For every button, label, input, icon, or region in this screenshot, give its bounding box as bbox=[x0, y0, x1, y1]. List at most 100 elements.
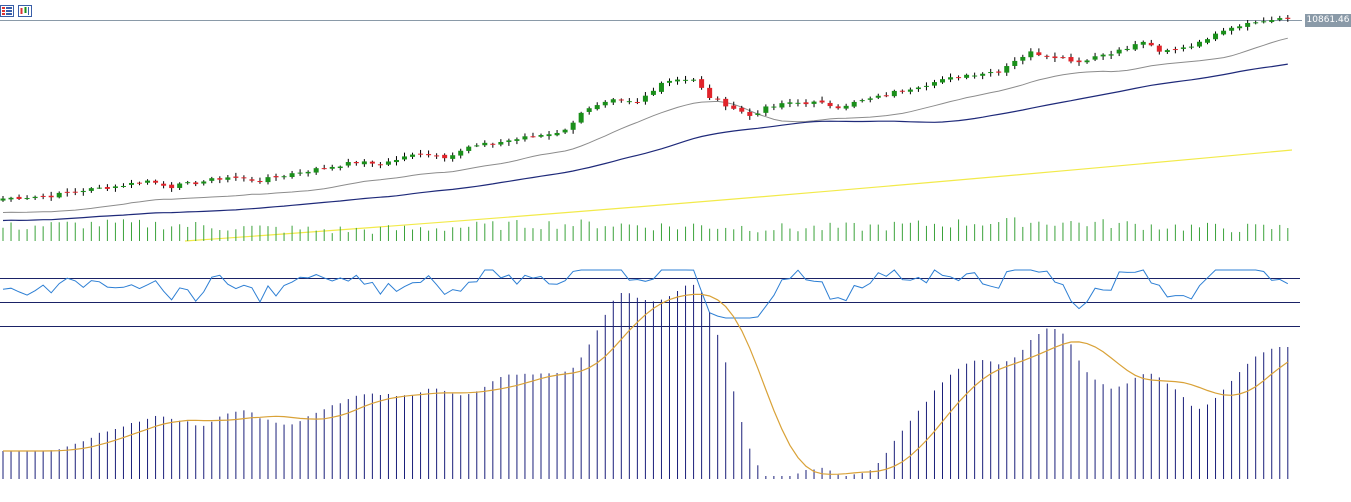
candle-body bbox=[642, 95, 648, 102]
candle-body bbox=[273, 176, 279, 178]
candle-body bbox=[24, 198, 30, 200]
candle-body bbox=[120, 185, 126, 187]
moving-average-mid-line bbox=[2, 63, 1288, 222]
candle-body bbox=[522, 136, 528, 140]
candle-body bbox=[1060, 57, 1066, 59]
candle-body bbox=[1076, 60, 1082, 63]
candle-body bbox=[32, 196, 38, 199]
candle-body bbox=[1012, 60, 1018, 66]
candle-body bbox=[353, 161, 359, 164]
candle-body bbox=[1084, 60, 1090, 63]
macd-signal-line bbox=[3, 293, 1289, 475]
candle-body bbox=[931, 82, 937, 86]
candle-body bbox=[466, 146, 472, 151]
candle-body bbox=[731, 105, 737, 109]
candle-body bbox=[64, 191, 70, 193]
candle-body bbox=[361, 161, 367, 165]
candle-body bbox=[1188, 46, 1194, 48]
candle-body bbox=[1221, 30, 1227, 35]
candle-body bbox=[72, 191, 78, 193]
candle-body bbox=[827, 102, 833, 107]
candle-body bbox=[1068, 57, 1074, 62]
candle-body bbox=[137, 182, 143, 184]
candle-body bbox=[1132, 44, 1138, 50]
candle-body bbox=[40, 195, 46, 197]
candle-body bbox=[450, 155, 456, 159]
candle-body bbox=[1205, 39, 1210, 43]
candle-body bbox=[683, 79, 689, 81]
candle-body bbox=[169, 184, 175, 189]
candle-body bbox=[418, 153, 424, 155]
candle-body bbox=[56, 192, 62, 198]
candle-body bbox=[578, 112, 584, 123]
candle-body bbox=[859, 100, 865, 102]
candle-body bbox=[201, 181, 207, 184]
candle-body bbox=[707, 87, 713, 98]
candle-body bbox=[634, 101, 640, 103]
candle-body bbox=[610, 99, 616, 103]
candle-body bbox=[626, 101, 632, 103]
candle-body bbox=[562, 129, 568, 133]
candle-body bbox=[602, 101, 608, 106]
candle-body bbox=[1213, 33, 1219, 40]
candle-body bbox=[185, 182, 191, 184]
candle-body bbox=[980, 73, 986, 76]
candle-body bbox=[907, 89, 913, 92]
candle-body bbox=[305, 171, 311, 174]
candle-body bbox=[972, 75, 978, 77]
candle-body bbox=[1116, 49, 1122, 54]
candle-body bbox=[1092, 56, 1098, 60]
candle-body bbox=[1269, 20, 1275, 22]
candle-body bbox=[145, 180, 151, 183]
list-icon[interactable] bbox=[0, 3, 15, 17]
candle-body bbox=[1124, 48, 1130, 51]
candle-body bbox=[1172, 49, 1178, 51]
candle-body bbox=[956, 77, 962, 79]
candle-body bbox=[988, 72, 994, 74]
candle-body bbox=[851, 101, 857, 107]
candle-body bbox=[803, 102, 809, 105]
candle-body bbox=[1245, 22, 1251, 27]
rsi-line bbox=[2, 269, 1289, 319]
candle-body bbox=[747, 111, 753, 116]
candle-body bbox=[385, 161, 391, 165]
candle-body bbox=[8, 197, 14, 200]
candle-body bbox=[48, 195, 54, 198]
candle-body bbox=[899, 90, 905, 92]
toolbar bbox=[0, 3, 33, 19]
candle-body bbox=[329, 166, 335, 169]
candle-body bbox=[594, 105, 600, 110]
candle-body bbox=[257, 180, 263, 183]
candle-body bbox=[265, 177, 271, 183]
candle-body bbox=[1044, 55, 1050, 57]
candle-body bbox=[297, 172, 303, 174]
moving-average-slow-line bbox=[184, 149, 1293, 242]
candle-body bbox=[835, 106, 841, 109]
candle-body bbox=[16, 196, 22, 199]
candle-body bbox=[313, 168, 319, 173]
candle-body bbox=[506, 140, 512, 143]
candle-body bbox=[586, 108, 592, 112]
candle-body bbox=[1028, 51, 1034, 58]
chart-settings-icon[interactable] bbox=[18, 3, 33, 17]
candle-body bbox=[883, 95, 889, 97]
candle-body bbox=[715, 98, 721, 100]
candle-body bbox=[514, 139, 520, 141]
candle-body bbox=[843, 105, 849, 109]
candle-body bbox=[570, 122, 576, 130]
candle-body bbox=[771, 106, 777, 108]
candle-body bbox=[482, 142, 488, 146]
candle-body bbox=[153, 180, 159, 183]
candle-body bbox=[402, 156, 407, 160]
candle-body bbox=[241, 177, 247, 179]
candle-body bbox=[369, 161, 375, 164]
moving-average-fast-line bbox=[2, 37, 1288, 213]
candle-body bbox=[0, 198, 6, 201]
candle-body bbox=[675, 79, 681, 82]
candle-body bbox=[112, 186, 118, 188]
candle-body bbox=[1100, 54, 1106, 57]
candle-body bbox=[755, 113, 761, 115]
candle-body bbox=[321, 168, 327, 170]
candle-body bbox=[779, 103, 785, 108]
